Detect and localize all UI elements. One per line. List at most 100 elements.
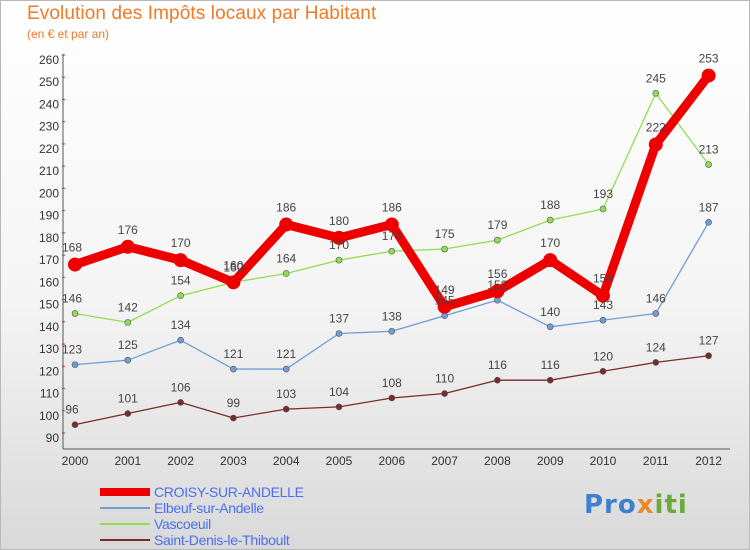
data-label: 253 — [699, 52, 719, 66]
logo-text-c: iti — [654, 490, 688, 520]
data-point — [652, 310, 660, 317]
data-point — [546, 323, 554, 331]
data-label: 245 — [646, 71, 666, 85]
data-label: 213 — [699, 143, 719, 157]
data-point — [282, 405, 290, 413]
data-label: 121 — [276, 347, 296, 361]
data-point — [177, 336, 184, 344]
data-label: 137 — [329, 311, 349, 325]
data-label: 138 — [382, 309, 402, 323]
data-label: 164 — [276, 251, 296, 265]
legend-item: Elbeuf-sur-Andelle — [100, 500, 304, 516]
data-point — [71, 361, 79, 368]
legend-swatch — [100, 488, 150, 496]
data-label: 99 — [227, 396, 241, 410]
data-label: 170 — [540, 236, 560, 250]
logo-text-b: x — [636, 490, 655, 520]
x-tick-label: 2006 — [378, 454, 405, 468]
data-label: 116 — [541, 358, 560, 372]
data-point — [543, 253, 558, 268]
x-tick-label: 2011 — [643, 454, 669, 468]
y-tick-label: 240 — [39, 97, 59, 111]
data-label: 175 — [435, 227, 455, 241]
data-label: 222 — [646, 120, 666, 134]
data-point — [124, 356, 132, 364]
data-label: 170 — [329, 238, 349, 252]
data-label: 103 — [276, 387, 296, 401]
data-label: 193 — [593, 187, 613, 201]
data-label: 179 — [487, 218, 507, 232]
data-point — [648, 137, 663, 152]
y-tick-label: 180 — [39, 231, 59, 245]
y-tick-label: 90 — [46, 431, 60, 445]
data-label: 170 — [171, 236, 191, 250]
data-point — [177, 292, 184, 299]
data-point — [441, 245, 448, 253]
data-label: 96 — [65, 403, 79, 417]
x-tick-label: 2003 — [220, 454, 247, 468]
y-tick-label: 100 — [39, 409, 59, 423]
legend-swatch — [100, 539, 150, 541]
legend-item: Vascoeuil — [100, 516, 304, 532]
data-point — [282, 270, 290, 277]
data-point — [599, 316, 607, 324]
data-point — [173, 253, 188, 268]
legend-label: CROISY-SUR-ANDELLE — [154, 484, 304, 500]
y-tick-label: 140 — [39, 320, 59, 334]
data-label: 116 — [488, 358, 507, 372]
data-label: 123 — [62, 343, 82, 357]
legend-swatch — [100, 523, 150, 525]
data-point — [490, 284, 505, 299]
proxiti-logo[interactable]: Proxiti — [584, 490, 688, 520]
y-tick-label: 260 — [39, 53, 59, 67]
data-point — [71, 421, 79, 428]
data-label: 160 — [223, 260, 243, 274]
data-point — [177, 399, 184, 406]
y-tick-label: 230 — [39, 120, 59, 134]
data-label: 108 — [382, 376, 402, 390]
data-label: 186 — [276, 201, 296, 215]
data-point — [124, 319, 132, 326]
data-label: 146 — [646, 291, 666, 305]
data-point — [335, 403, 343, 411]
data-point — [705, 219, 712, 226]
x-tick-label: 2002 — [167, 454, 194, 468]
data-label: 180 — [329, 214, 349, 228]
logo-text-a: Pro — [584, 490, 637, 520]
data-label: 186 — [382, 201, 402, 215]
legend-item: Saint-Denis-le-Thiboult — [100, 532, 304, 548]
y-tick-label: 200 — [39, 186, 59, 200]
y-tick-label: 160 — [39, 275, 59, 289]
chart-subtitle: (en € et par an) — [27, 27, 110, 41]
data-label: 127 — [699, 334, 719, 348]
data-label: 125 — [118, 338, 138, 352]
y-tick-label: 220 — [39, 142, 59, 156]
data-label: 188 — [540, 198, 560, 212]
data-label: 154 — [171, 274, 191, 288]
x-tick-label: 2012 — [695, 454, 722, 468]
data-point — [124, 410, 132, 417]
data-label: 101 — [118, 392, 138, 406]
y-tick-label: 170 — [39, 253, 59, 267]
data-label: 142 — [118, 300, 138, 314]
data-point — [335, 330, 343, 337]
data-point — [652, 90, 660, 97]
x-tick-label: 2004 — [273, 454, 300, 468]
y-tick-label: 130 — [39, 342, 59, 356]
data-label: 134 — [171, 318, 191, 332]
data-label: 124 — [646, 340, 666, 354]
x-tick-label: 2005 — [326, 454, 353, 468]
data-label: 187 — [699, 200, 719, 214]
data-label: 120 — [593, 349, 613, 363]
y-tick-label: 110 — [40, 387, 59, 401]
x-tick-label: 2001 — [114, 454, 141, 468]
data-point — [388, 247, 396, 255]
data-label: 176 — [118, 223, 138, 237]
data-label: 104 — [329, 385, 349, 399]
y-tick-label: 190 — [39, 209, 59, 223]
data-label: 174 — [382, 229, 402, 243]
data-point — [652, 359, 660, 366]
data-point — [599, 205, 607, 213]
